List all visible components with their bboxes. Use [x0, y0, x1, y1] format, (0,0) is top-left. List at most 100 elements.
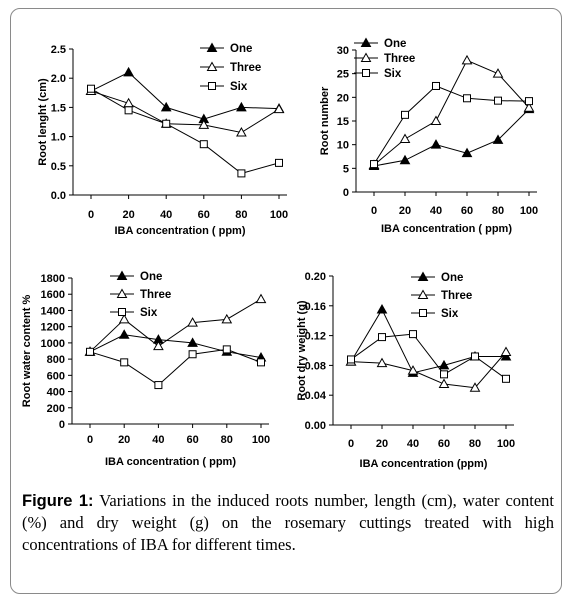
root-dry-weight-legend-one-marker	[417, 271, 429, 281]
root-dry-weight-series-six-point	[471, 352, 479, 361]
root-number-series-one-point	[461, 147, 473, 158]
root-number-series-six-point	[432, 81, 440, 90]
chart-root-length-svg: 0.0 0.5 1.0 1.5 2.0 2.5 0 20 40 60 80 100 IBA concen…	[37, 42, 288, 237]
root-dry-weight-series-three-point	[500, 346, 512, 356]
root-length-series-six-point	[162, 119, 171, 128]
root-length-x-tick-label: 60	[198, 209, 210, 221]
root-number-x-tick-label: 20	[399, 205, 411, 217]
root-water-content-y-tick-label: 1400	[41, 305, 65, 317]
root-water-content-series-six-point	[257, 358, 265, 367]
root-dry-weight-series-three-point	[469, 382, 481, 392]
root-length-y-tick-label: 0.0	[51, 190, 66, 202]
root-length-x-tick-label: 20	[122, 209, 134, 221]
root-water-content-x-tick-label: 40	[152, 434, 164, 446]
root-number-y-tick-label: 10	[337, 140, 349, 152]
root-length-y-tick-label: 1.5	[51, 102, 66, 114]
root-number-x-tick-label: 80	[492, 205, 504, 217]
root-number-series-one-point	[492, 134, 504, 144]
root-water-content-y-tick-label: 800	[47, 354, 65, 366]
root-water-content-y-tick-label: 1000	[41, 338, 65, 350]
root-dry-weight-x-tick-label: 80	[469, 438, 481, 450]
root-water-content-series-one-point	[118, 329, 130, 339]
root-water-content-series-six-point	[222, 345, 231, 354]
root-dry-weight-y-tick-label: 0.16	[305, 301, 326, 313]
root-water-content-series-six-line	[89, 348, 262, 386]
root-dry-weight-x-axis-title: IBA concentration (ppm)	[360, 458, 488, 470]
root-length-legend-six-label: Six	[230, 81, 248, 93]
root-dry-weight-series-six-point	[378, 333, 386, 342]
root-water-content-y-tick-label: 400	[47, 387, 65, 399]
root-water-content-series-three-point	[118, 313, 130, 324]
root-number-y-tick-label: 20	[337, 92, 349, 104]
root-number-y-tick-label: 0	[343, 187, 349, 199]
root-dry-weight-y-tick-label: 0.20	[305, 271, 326, 283]
root-dry-weight-x-tick-label: 40	[407, 438, 419, 450]
chart-root-number-svg: 0 5 10 15 20 25 30 0 20 40 60 80 100 IBA concentratio…	[319, 37, 538, 235]
root-dry-weight-y-tick-label: 0.04	[305, 390, 327, 402]
root-number-series-six-point	[401, 110, 409, 119]
root-water-content-x-tick-label: 0	[87, 434, 93, 446]
root-length-series-six-line	[90, 88, 280, 174]
root-length-legend-three-label: Three	[230, 62, 261, 74]
root-length-series-six-point	[124, 106, 133, 115]
root-water-content-y-tick-label: 0	[59, 419, 65, 431]
root-water-content-x-tick-label: 100	[252, 434, 270, 446]
root-dry-weight-series-one-point	[438, 359, 450, 370]
root-number-series-three-point	[492, 68, 504, 78]
root-water-content-x-tick-label: 80	[221, 434, 233, 446]
root-dry-weight-y-tick-label: 0.08	[305, 360, 326, 372]
chart-root-length: 0.0 0.5 1.0 1.5 2.0 2.5 0 20 40 60 80 100 IBA concen…	[0, 0, 290, 255]
root-number-y-tick-label: 30	[337, 45, 349, 57]
root-dry-weight-series-six-point	[409, 330, 417, 339]
root-length-legend-three-marker	[206, 61, 218, 71]
root-dry-weight-x-tick-label: 60	[438, 438, 450, 450]
caption-text: Variations in the induced roots number, …	[22, 491, 555, 554]
root-water-content-legend-one-marker	[116, 270, 128, 280]
figure-frame	[10, 8, 562, 594]
root-water-content-x-tick-label: 20	[118, 434, 130, 446]
root-water-content-legend-six-marker	[118, 308, 126, 316]
figure-caption: Figure 1: Variations in the induced root…	[22, 490, 554, 556]
root-water-content-series-six-point	[120, 358, 129, 367]
root-water-content-series-three-line	[89, 298, 262, 353]
root-water-content-series-one-point	[187, 337, 198, 347]
root-length-series-three-point	[273, 103, 285, 114]
root-number-series-three-point	[399, 133, 411, 143]
root-length-x-tick-label: 100	[270, 209, 288, 221]
root-number-y-tick-label: 15	[337, 116, 349, 128]
root-number-series-six-point	[525, 97, 533, 106]
root-length-y-tick-label: 2.0	[51, 73, 66, 85]
root-length-series-six-point	[237, 169, 246, 178]
root-length-x-tick-label: 80	[235, 209, 247, 221]
root-number-x-tick-label: 100	[520, 205, 538, 217]
root-water-content-legend-six-label: Six	[140, 307, 158, 319]
root-number-legend-one-marker	[360, 37, 372, 47]
root-length-series-one-line	[90, 71, 280, 120]
root-dry-weight-series-one-line	[350, 308, 506, 374]
root-length-series-three-point	[236, 126, 247, 137]
root-dry-weight-series-six-point	[440, 370, 448, 379]
root-length-series-one-point	[123, 66, 134, 77]
root-dry-weight-series-three-point	[438, 378, 450, 389]
root-length-legend-one-label: One	[230, 43, 252, 55]
root-dry-weight-legend-six-marker	[419, 309, 427, 317]
root-number-legend-three-marker	[360, 52, 372, 62]
root-water-content-series-three-point	[153, 340, 164, 351]
root-number-series-six-line	[373, 85, 530, 165]
root-length-x-tick-label: 0	[88, 209, 94, 221]
root-dry-weight-legend-three-marker	[417, 289, 429, 299]
root-number-series-one-point	[399, 154, 411, 165]
root-length-series-one-point	[160, 101, 172, 112]
root-dry-weight-series-three-point	[376, 357, 388, 368]
root-water-content-series-six-point	[154, 381, 163, 390]
root-length-legend-one-marker	[206, 42, 218, 52]
root-number-x-tick-label: 40	[430, 205, 442, 217]
root-number-legend-three-label: Three	[384, 53, 415, 65]
root-length-series-one-point	[236, 101, 247, 112]
caption-label: Figure 1:	[22, 492, 94, 510]
root-number-series-three-point	[461, 54, 473, 65]
root-length-series-six-point	[275, 158, 283, 167]
root-dry-weight-series-one-point	[376, 304, 388, 314]
root-number-x-axis-title: IBA concentration ( ppm)	[381, 223, 512, 235]
root-number-legend-six-label: Six	[384, 68, 402, 80]
